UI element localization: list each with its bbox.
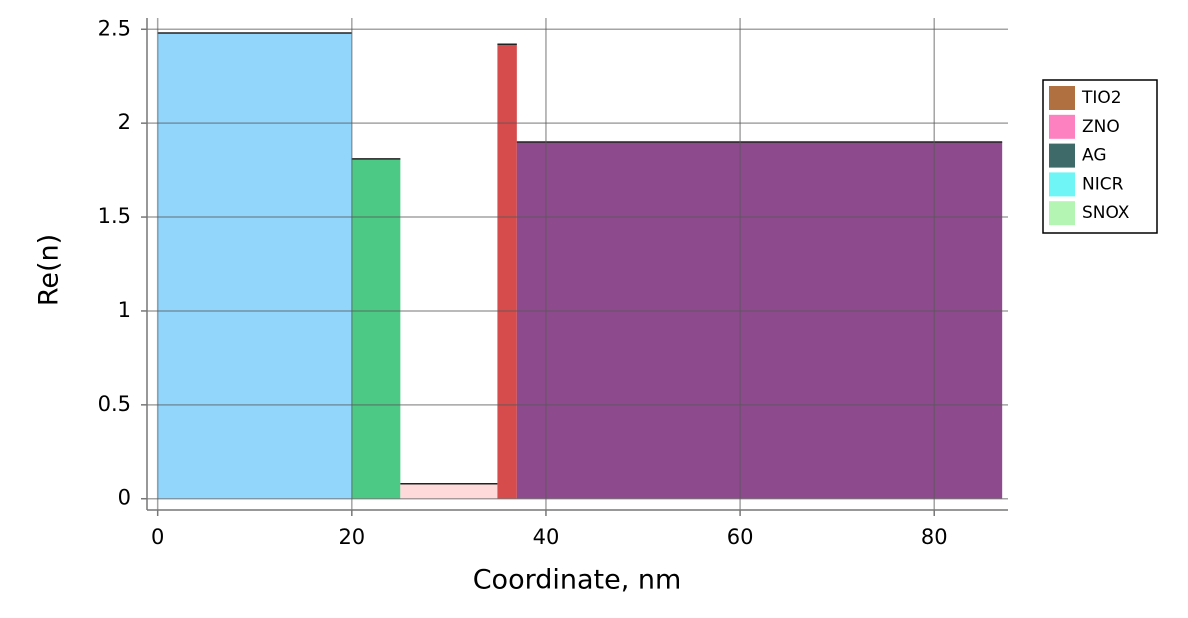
y-tick-label: 0.5 — [98, 392, 131, 416]
y-tick-label: 2 — [118, 110, 131, 134]
legend-label: NICR — [1082, 174, 1124, 194]
bar — [351, 158, 401, 499]
legend-label: SNOX — [1082, 203, 1130, 223]
y-tick-label: 0 — [118, 486, 131, 510]
x-axis-title: Coordinate, nm — [473, 565, 682, 596]
legend-swatch — [1049, 114, 1075, 139]
y-tick-label: 2.5 — [98, 16, 131, 40]
legend-swatch — [1049, 172, 1075, 197]
x-tick-label: 20 — [338, 525, 365, 549]
legend-label: ZNO — [1082, 117, 1120, 137]
legend-label: AG — [1082, 146, 1107, 166]
legend-swatch — [1049, 143, 1075, 168]
x-tick-label: 60 — [727, 525, 754, 549]
y-tick-label: 1.5 — [98, 204, 131, 228]
legend-swatch — [1049, 86, 1075, 110]
bar — [497, 44, 517, 499]
y-tick-label: 1 — [118, 298, 131, 322]
x-tick-label: 40 — [533, 525, 560, 549]
bar — [400, 483, 498, 499]
x-tick-label: 0 — [151, 525, 164, 549]
legend-swatch — [1049, 201, 1075, 226]
x-tick-label: 80 — [921, 525, 948, 549]
y-axis-title: Re(n) — [34, 234, 65, 306]
bar — [157, 33, 352, 499]
bar — [516, 141, 1003, 499]
legend-label: TIO2 — [1081, 88, 1122, 108]
